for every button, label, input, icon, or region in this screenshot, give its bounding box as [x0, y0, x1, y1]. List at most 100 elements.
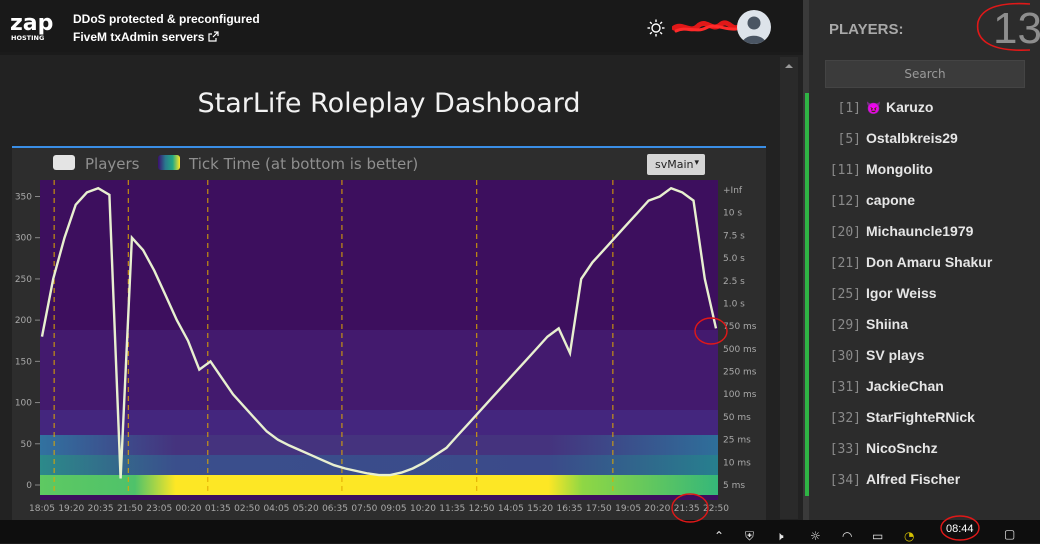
player-row[interactable]: [34] Alfred Fischer	[805, 465, 1040, 496]
player-name-text[interactable]: Ostalbkreis29	[866, 130, 958, 146]
player-name[interactable]: SV plays	[866, 347, 924, 363]
player-name-text[interactable]: Shiina	[866, 316, 909, 332]
thread-select[interactable]: svMain ▾	[647, 154, 705, 175]
player-row[interactable]: [31] JackieChan	[805, 372, 1040, 403]
tick-time-heatmap-chart[interactable]: 350 300 250 200 150 100 50 0 +Inf 10 s 7.5 s 5.0 s…	[12, 180, 766, 520]
player-name-text[interactable]: Karuzo	[885, 99, 934, 115]
x-axis-tick-label: 05:20	[293, 504, 319, 514]
player-name-text[interactable]: Michauncle1979	[866, 223, 974, 239]
brightness-icon[interactable]: ☼	[810, 529, 821, 543]
player-name-text[interactable]: Alfred Fischer	[866, 471, 961, 487]
player-row[interactable]: [25] Igor Weiss	[805, 279, 1040, 310]
sun-icon[interactable]	[647, 19, 665, 37]
player-status-bar	[805, 217, 809, 248]
x-axis-tick-label: 04:05	[263, 504, 289, 514]
player-name[interactable]: NicoSnchz	[866, 440, 938, 456]
heatmap-background	[40, 180, 718, 500]
caret-down-icon: ▾	[694, 158, 699, 168]
windows-taskbar	[0, 520, 1040, 543]
player-row[interactable]: [21] Don Amaru Shakur	[805, 248, 1040, 279]
player-row[interactable]: [11] Mongolito	[805, 155, 1040, 186]
player-name-text[interactable]: capone	[866, 192, 916, 208]
player-id: [11]	[829, 163, 861, 178]
player-name[interactable]: Mongolito	[866, 161, 933, 177]
player-status-bar	[805, 310, 809, 341]
player-name-text[interactable]: Mongolito	[866, 161, 933, 177]
player-name[interactable]: 😈 Karuzo	[866, 99, 933, 115]
player-name[interactable]: Igor Weiss	[866, 285, 937, 301]
player-name[interactable]: Shiina	[866, 316, 908, 332]
zap-hosting-logo[interactable]: zap HOSTING	[10, 10, 66, 42]
player-name-text[interactable]: StarFighteRNick	[866, 409, 975, 425]
x-axis-tick-label: 10:20	[410, 504, 436, 514]
right-axis-tick-label: 1.0 s	[723, 299, 745, 309]
right-axis-tick-label: 250 ms	[723, 368, 757, 378]
x-axis-tick-label: 21:50	[117, 504, 143, 514]
x-axis-tick-label: 18:05	[29, 504, 55, 514]
x-axis-tick-label: 02:50	[234, 504, 260, 514]
players-legend-swatch[interactable]	[53, 155, 75, 170]
player-name-text[interactable]: JackieChan	[866, 378, 944, 394]
notification-icon[interactable]: ◔	[904, 529, 915, 543]
player-status-bar	[805, 124, 809, 155]
ticktime-legend-label[interactable]: Tick Time (at bottom is better)	[189, 155, 419, 173]
player-status-bar	[805, 341, 809, 372]
player-row[interactable]: [5] Ostalbkreis29	[805, 124, 1040, 155]
thread-select-value[interactable]: svMain	[655, 158, 694, 171]
player-name[interactable]: Don Amaru Shakur	[866, 254, 992, 270]
player-name-text[interactable]: Igor Weiss	[866, 285, 937, 301]
chevron-up-icon[interactable]: ⌃	[714, 529, 725, 543]
player-name[interactable]: capone	[866, 192, 915, 208]
x-axis-tick-label: 12:50	[469, 504, 495, 514]
top-header	[0, 0, 803, 52]
promo-line-1[interactable]: DDoS protected & preconfigured	[73, 12, 260, 26]
player-status-bar	[805, 248, 809, 279]
redaction-scribble	[672, 20, 740, 33]
x-axis-tick-label: 19:05	[615, 504, 641, 514]
player-row[interactable]: [30] SV plays	[805, 341, 1040, 372]
players-legend-label[interactable]: Players	[85, 155, 140, 173]
taskbar-clock[interactable]: 08:44	[946, 523, 974, 535]
shield-icon[interactable]: ⛨	[745, 529, 755, 543]
right-axis-tick-label: 750 ms	[723, 322, 757, 332]
left-axis-tick-label: 0	[26, 481, 32, 491]
promo-line-2[interactable]: FiveM txAdmin servers	[73, 30, 219, 44]
player-id: [34]	[829, 473, 861, 488]
x-axis-tick-label: 20:35	[88, 504, 114, 514]
player-row[interactable]: [29] Shiina	[805, 310, 1040, 341]
ticktime-legend-swatch[interactable]	[158, 155, 180, 170]
right-axis-tick-label: 500 ms	[723, 345, 757, 355]
player-name[interactable]: StarFighteRNick	[866, 409, 975, 425]
player-name[interactable]: Michauncle1979	[866, 223, 973, 239]
action-center-icon[interactable]: ▢	[1004, 527, 1016, 541]
player-row[interactable]: [1] 😈 Karuzo	[805, 93, 1040, 124]
player-id: [5]	[837, 132, 861, 147]
x-axis-tick-label: 20:20	[644, 504, 670, 514]
speaker-muted-icon[interactable]: 🕨	[776, 529, 784, 543]
player-name-text[interactable]: NicoSnchz	[866, 440, 938, 456]
player-row[interactable]: [20] Michauncle1979	[805, 217, 1040, 248]
left-axis-ticks: 350 300 250 200 150 100 50 0	[15, 192, 40, 491]
player-name-text[interactable]: Don Amaru Shakur	[866, 254, 993, 270]
right-axis-tick-label: 100 ms	[723, 390, 757, 400]
player-name[interactable]: Alfred Fischer	[866, 471, 960, 487]
player-row[interactable]: [12] capone	[805, 186, 1040, 217]
x-axis-tick-label: 21:35	[674, 504, 700, 514]
battery-icon[interactable]: ▭	[872, 529, 884, 543]
player-name[interactable]: JackieChan	[866, 378, 944, 394]
x-axis-tick-label: 07:50	[351, 504, 377, 514]
player-row[interactable]: [33] NicoSnchz	[805, 434, 1040, 465]
main-scrollbar[interactable]	[780, 57, 798, 519]
player-row[interactable]: [32] StarFighteRNick	[805, 403, 1040, 434]
left-axis-tick-label: 250	[15, 275, 32, 285]
player-id: [25]	[829, 287, 861, 302]
player-status-bar	[805, 186, 809, 217]
player-search-input[interactable]: Search	[825, 60, 1025, 88]
scroll-up-arrow-icon[interactable]	[780, 60, 798, 72]
promo-line-2-text[interactable]: FiveM txAdmin servers	[73, 30, 205, 44]
wifi-icon[interactable]: ◠	[842, 529, 853, 543]
user-avatar[interactable]	[737, 10, 771, 44]
right-axis-tick-label: 5 ms	[723, 481, 745, 491]
player-name-text[interactable]: SV plays	[866, 347, 925, 363]
player-name[interactable]: Ostalbkreis29	[866, 130, 958, 146]
